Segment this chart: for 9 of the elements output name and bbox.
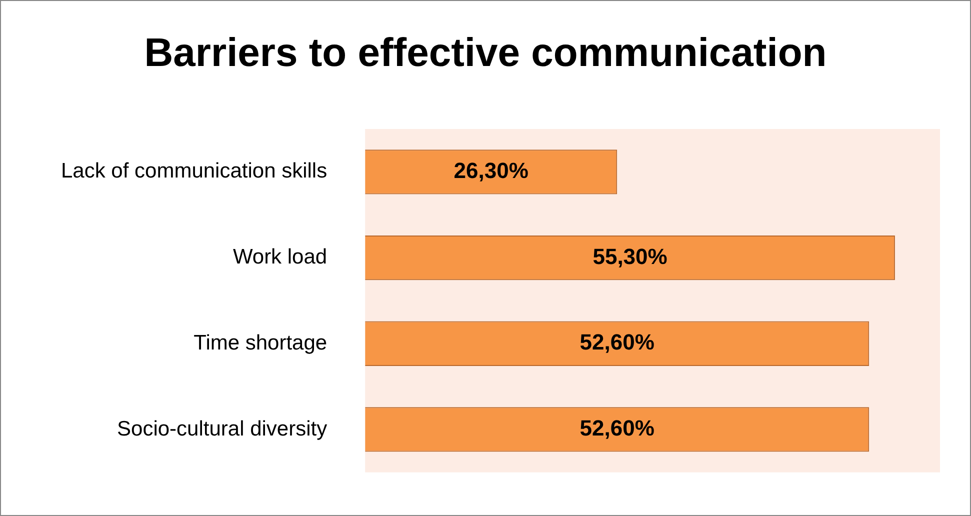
y-tick-label: Socio-cultural diversity (117, 417, 328, 440)
y-tick-label: Work load (232, 246, 328, 269)
chart-title: Barriers to effective communication (144, 31, 827, 76)
y-tick-label: Time shortage (194, 331, 328, 354)
y-tick-label: Lack of communication skills (60, 160, 328, 183)
data-label: 52,60% (580, 416, 654, 441)
data-label: 52,60% (580, 330, 654, 355)
data-label: 26,30% (454, 158, 528, 183)
data-label: 55,30% (592, 244, 668, 269)
